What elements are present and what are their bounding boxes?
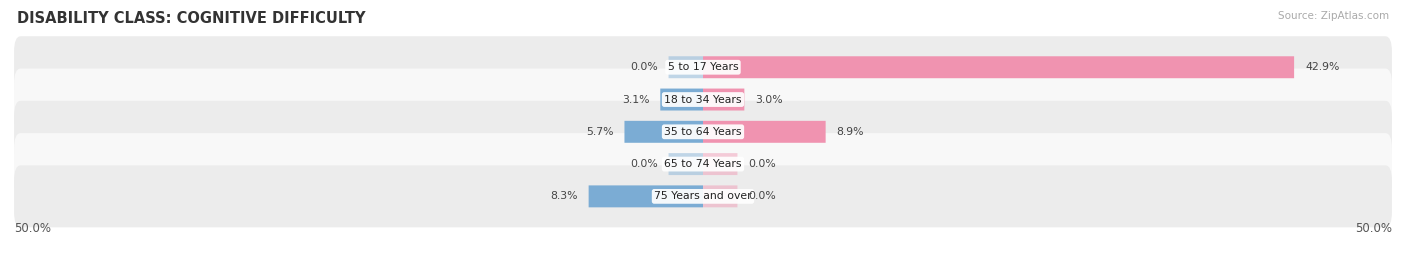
Text: 0.0%: 0.0% [748, 159, 776, 169]
Text: 0.0%: 0.0% [748, 191, 776, 201]
FancyBboxPatch shape [589, 185, 703, 207]
Text: 5.7%: 5.7% [586, 127, 613, 137]
FancyBboxPatch shape [669, 56, 703, 78]
Text: 5 to 17 Years: 5 to 17 Years [668, 62, 738, 72]
Text: 65 to 74 Years: 65 to 74 Years [664, 159, 742, 169]
Text: 75 Years and over: 75 Years and over [654, 191, 752, 201]
FancyBboxPatch shape [703, 153, 738, 175]
Text: 35 to 64 Years: 35 to 64 Years [664, 127, 742, 137]
Text: 50.0%: 50.0% [14, 222, 51, 235]
FancyBboxPatch shape [669, 153, 703, 175]
Text: 18 to 34 Years: 18 to 34 Years [664, 94, 742, 105]
FancyBboxPatch shape [703, 121, 825, 143]
FancyBboxPatch shape [703, 89, 744, 111]
FancyBboxPatch shape [14, 165, 1392, 227]
FancyBboxPatch shape [661, 89, 703, 111]
Text: 0.0%: 0.0% [630, 159, 658, 169]
Text: DISABILITY CLASS: COGNITIVE DIFFICULTY: DISABILITY CLASS: COGNITIVE DIFFICULTY [17, 11, 366, 26]
Text: 3.0%: 3.0% [755, 94, 783, 105]
FancyBboxPatch shape [14, 69, 1392, 130]
Text: 8.3%: 8.3% [550, 191, 578, 201]
Text: 42.9%: 42.9% [1305, 62, 1340, 72]
Text: 8.9%: 8.9% [837, 127, 865, 137]
FancyBboxPatch shape [14, 101, 1392, 163]
FancyBboxPatch shape [703, 56, 1294, 78]
Text: 50.0%: 50.0% [1355, 222, 1392, 235]
Text: 0.0%: 0.0% [630, 62, 658, 72]
Text: Source: ZipAtlas.com: Source: ZipAtlas.com [1278, 11, 1389, 21]
Text: 3.1%: 3.1% [621, 94, 650, 105]
FancyBboxPatch shape [703, 185, 738, 207]
FancyBboxPatch shape [14, 36, 1392, 98]
FancyBboxPatch shape [624, 121, 703, 143]
FancyBboxPatch shape [14, 133, 1392, 195]
